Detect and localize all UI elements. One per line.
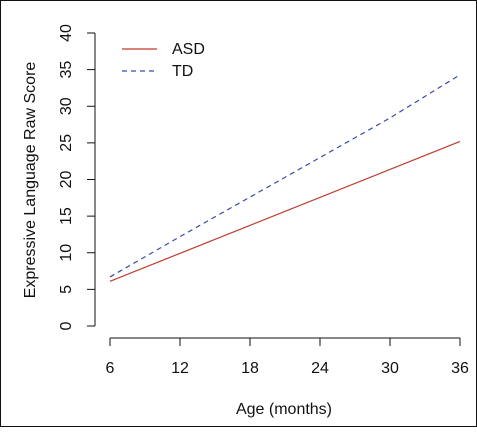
x-tick-label: 12 bbox=[171, 360, 189, 377]
legend-label-td: TD bbox=[172, 63, 193, 80]
x-tick-label: 36 bbox=[451, 360, 469, 377]
x-tick-label: 6 bbox=[106, 360, 115, 377]
y-tick-label: 40 bbox=[58, 24, 75, 42]
series-line-td bbox=[109, 74, 461, 278]
y-tick-label: 5 bbox=[58, 285, 75, 294]
series-layer bbox=[109, 74, 461, 282]
y-tick-label: 30 bbox=[58, 97, 75, 115]
y-tick-label: 25 bbox=[58, 134, 75, 152]
series-line-asd bbox=[109, 140, 461, 282]
x-axis-title: Age (months) bbox=[236, 401, 332, 418]
x-tick-label: 30 bbox=[381, 360, 399, 377]
y-axis-title: Expressive Language Raw Score bbox=[22, 62, 39, 299]
y-tick-label: 15 bbox=[58, 207, 75, 225]
y-tick-label: 0 bbox=[58, 321, 75, 330]
x-tick-label: 24 bbox=[311, 360, 329, 377]
y-tick-label: 35 bbox=[58, 61, 75, 79]
legend: ASD TD bbox=[122, 41, 205, 80]
x-axis: 6 12 18 24 30 36 bbox=[106, 337, 469, 377]
y-axis: 0 5 10 15 20 25 30 35 40 bbox=[58, 24, 96, 330]
y-tick-label: 10 bbox=[58, 244, 75, 262]
legend-label-asd: ASD bbox=[172, 41, 205, 58]
y-tick-label: 20 bbox=[58, 171, 75, 189]
x-tick-label: 18 bbox=[241, 360, 259, 377]
